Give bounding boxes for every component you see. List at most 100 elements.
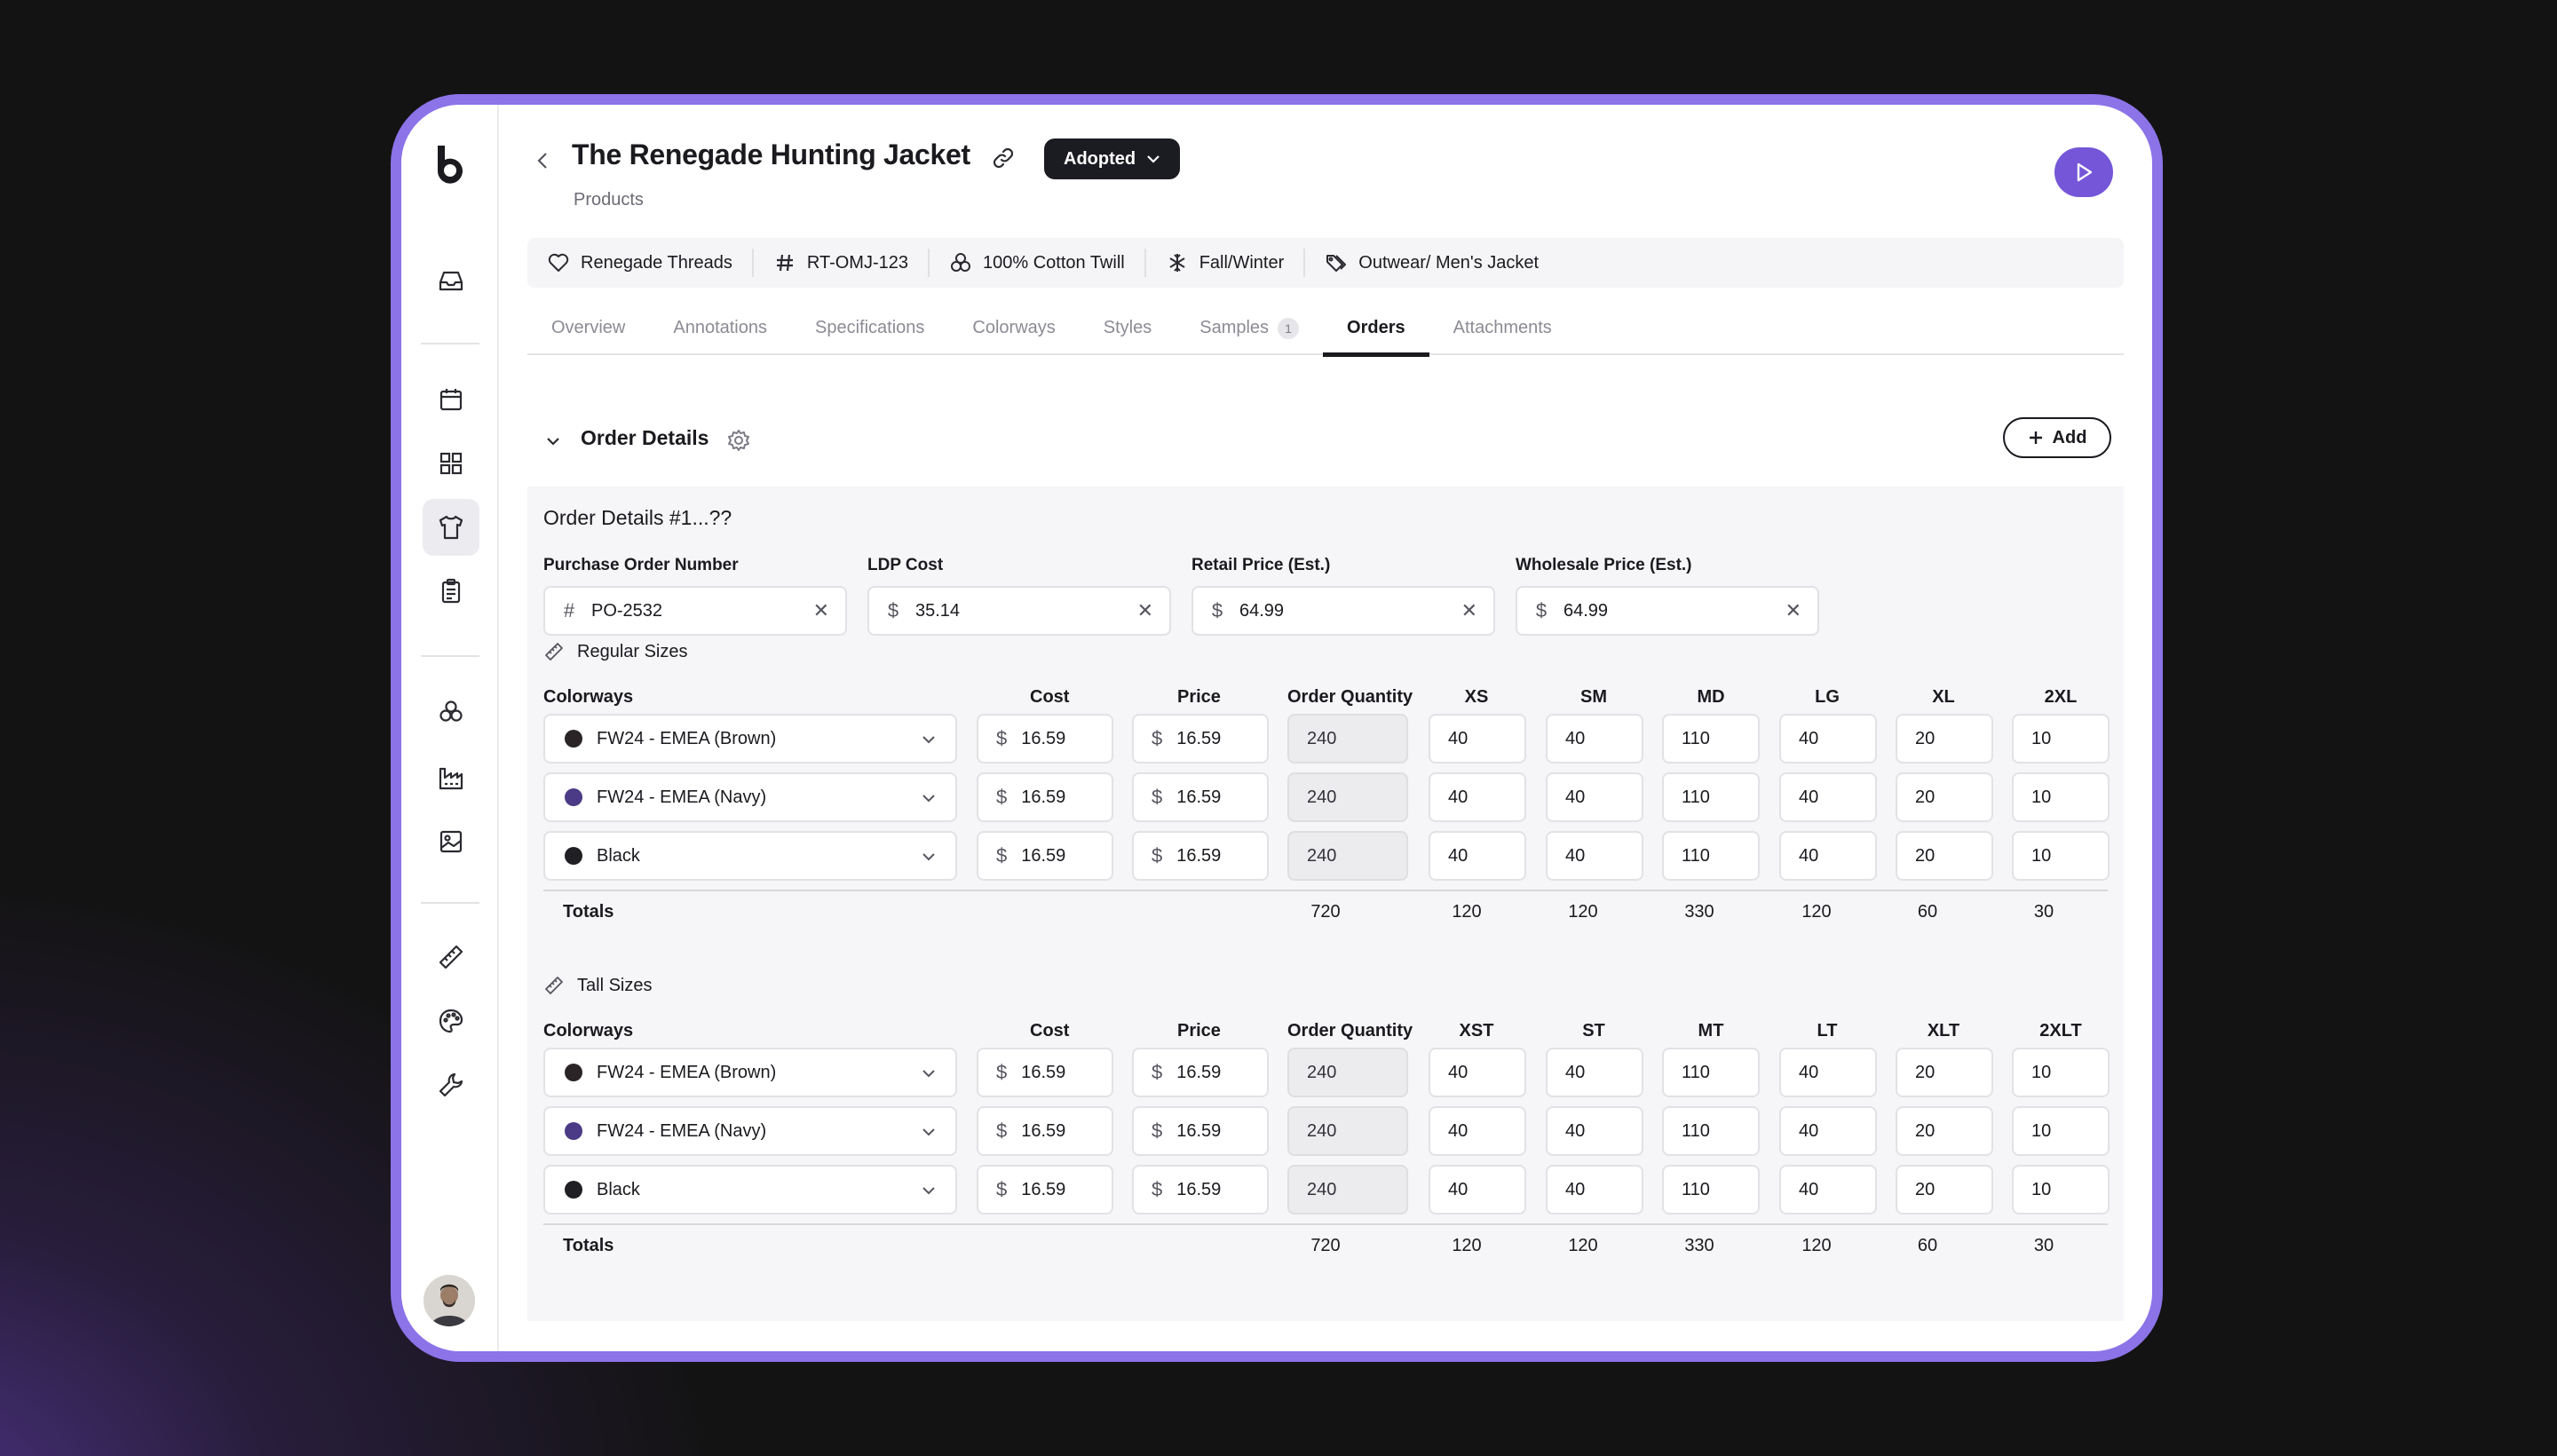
ldp-cost-field[interactable]: $35.14 ✕ <box>867 586 1171 636</box>
size-quantity-input[interactable]: 40 <box>1429 772 1526 822</box>
clear-icon[interactable]: ✕ <box>1785 599 1801 621</box>
chip-season[interactable]: Fall/Winter <box>1146 249 1306 277</box>
cost-input[interactable]: $16.59 <box>977 714 1113 764</box>
cost-input[interactable]: $16.59 <box>977 1106 1113 1156</box>
collapse-chevron-icon[interactable] <box>543 431 563 451</box>
size-quantity-input[interactable]: 10 <box>2012 1048 2110 1097</box>
size-quantity-input[interactable]: 10 <box>2012 1106 2110 1156</box>
price-input[interactable]: $16.59 <box>1132 1106 1269 1156</box>
sidebar-item-materials[interactable] <box>423 684 479 740</box>
tab-count-badge: 1 <box>1278 318 1300 339</box>
clear-icon[interactable]: ✕ <box>1461 599 1477 621</box>
chip-material[interactable]: 100% Cotton Twill <box>930 249 1146 277</box>
colorway-select[interactable]: Black <box>543 1165 957 1215</box>
size-quantity-input[interactable]: 40 <box>1546 1165 1643 1215</box>
sidebar-item-tasks[interactable] <box>423 563 479 620</box>
colorway-select[interactable]: FW24 - EMEA (Brown) <box>543 1048 957 1097</box>
size-quantity-input[interactable]: 10 <box>2012 831 2110 881</box>
tab-overview[interactable]: Overview <box>551 318 626 337</box>
size-quantity-input[interactable]: 20 <box>1896 714 1993 764</box>
back-button[interactable] <box>536 147 554 174</box>
size-quantity-input[interactable]: 40 <box>1779 831 1877 881</box>
clear-icon[interactable]: ✕ <box>812 599 829 621</box>
size-quantity-input[interactable]: 20 <box>1896 1048 1993 1097</box>
cost-input[interactable]: $16.59 <box>977 1048 1113 1097</box>
tab-specifications[interactable]: Specifications <box>815 318 925 337</box>
price-input[interactable]: $16.59 <box>1132 1048 1269 1097</box>
size-quantity-input[interactable]: 40 <box>1429 1165 1526 1215</box>
field-label: Purchase Order Number <box>543 556 739 574</box>
sidebar-item-dashboard[interactable] <box>423 435 479 492</box>
breadcrumb[interactable]: Products <box>574 190 644 210</box>
play-button[interactable] <box>2054 147 2113 197</box>
clear-icon[interactable]: ✕ <box>1136 599 1153 621</box>
tab-samples[interactable]: Samples 1 <box>1176 318 1323 355</box>
cost-input[interactable]: $16.59 <box>977 1165 1113 1215</box>
size-quantity-input[interactable]: 40 <box>1429 714 1526 764</box>
tab-annotations[interactable]: Annotations <box>673 318 767 337</box>
size-quantity-input[interactable]: 40 <box>1546 714 1643 764</box>
sidebar-item-inbox[interactable] <box>423 252 479 309</box>
chip-sku[interactable]: RT-OMJ-123 <box>754 249 930 277</box>
price-input[interactable]: $16.59 <box>1132 1165 1269 1215</box>
po-number-field[interactable]: # PO-2532 ✕ <box>543 586 847 636</box>
sidebar-item-factories[interactable] <box>423 749 479 806</box>
size-quantity-input[interactable]: 40 <box>1429 1106 1526 1156</box>
colorway-select[interactable]: FW24 - EMEA (Navy) <box>543 772 957 822</box>
size-quantity-input[interactable]: 110 <box>1662 1165 1760 1215</box>
size-quantity-input[interactable]: 110 <box>1662 1048 1760 1097</box>
size-quantity-input[interactable]: 110 <box>1662 714 1760 764</box>
size-quantity-input[interactable]: 20 <box>1896 1165 1993 1215</box>
size-quantity-input[interactable]: 10 <box>2012 1165 2110 1215</box>
chip-category[interactable]: Outwear/ Men's Jacket <box>1305 249 1558 277</box>
colorway-select[interactable]: FW24 - EMEA (Navy) <box>543 1106 957 1156</box>
sidebar-item-palettes[interactable] <box>423 993 479 1049</box>
size-quantity-input[interactable]: 20 <box>1896 1106 1993 1156</box>
price-input[interactable]: $16.59 <box>1132 772 1269 822</box>
size-quantity-input[interactable]: 10 <box>2012 714 2110 764</box>
size-quantity-input[interactable]: 40 <box>1546 772 1643 822</box>
size-quantity-input[interactable]: 10 <box>2012 772 2110 822</box>
size-quantity-input[interactable]: 110 <box>1662 1106 1760 1156</box>
size-quantity-input[interactable]: 110 <box>1662 772 1760 822</box>
tab-styles[interactable]: Styles <box>1103 318 1152 337</box>
avatar[interactable] <box>424 1275 475 1326</box>
sidebar-item-calendar[interactable] <box>423 371 479 428</box>
sidebar-item-products[interactable] <box>423 499 479 556</box>
tab-colorways[interactable]: Colorways <box>972 318 1056 337</box>
price-value: 16.59 <box>1176 787 1222 807</box>
colorway-select[interactable]: FW24 - EMEA (Brown) <box>543 714 957 764</box>
size-quantity-input[interactable]: 40 <box>1779 714 1877 764</box>
add-button[interactable]: Add <box>2003 417 2111 458</box>
size-quantity-input[interactable]: 40 <box>1546 1106 1643 1156</box>
size-quantity-input[interactable]: 40 <box>1429 831 1526 881</box>
colorway-select[interactable]: Black <box>543 831 957 881</box>
chip-brand[interactable]: Renegade Threads <box>547 249 754 277</box>
dollar-icon: $ <box>1152 1178 1163 1200</box>
size-quantity-input[interactable]: 40 <box>1546 1048 1643 1097</box>
retail-price-field[interactable]: $64.99 ✕ <box>1191 586 1495 636</box>
price-input[interactable]: $16.59 <box>1132 714 1269 764</box>
size-quantity-input[interactable]: 20 <box>1896 772 1993 822</box>
status-dropdown[interactable]: Adopted <box>1044 138 1181 179</box>
size-quantity-input[interactable]: 40 <box>1779 1048 1877 1097</box>
size-quantity-input[interactable]: 40 <box>1779 772 1877 822</box>
tab-orders[interactable]: Orders <box>1323 318 1429 357</box>
size-quantity-input[interactable]: 40 <box>1546 831 1643 881</box>
sidebar-item-measurements[interactable] <box>423 929 479 985</box>
sidebar-item-settings[interactable] <box>423 1056 479 1113</box>
tab-attachments[interactable]: Attachments <box>1453 318 1552 337</box>
size-quantity-input[interactable]: 110 <box>1662 831 1760 881</box>
wholesale-price-field[interactable]: $64.99 ✕ <box>1516 586 1819 636</box>
size-quantity-input[interactable]: 40 <box>1779 1165 1877 1215</box>
size-quantity-input[interactable]: 40 <box>1779 1106 1877 1156</box>
sidebar-item-images[interactable] <box>423 813 479 870</box>
image-icon <box>439 830 463 853</box>
cost-input[interactable]: $16.59 <box>977 772 1113 822</box>
price-input[interactable]: $16.59 <box>1132 831 1269 881</box>
gear-icon[interactable] <box>726 428 751 453</box>
cost-input[interactable]: $16.59 <box>977 831 1113 881</box>
link-icon[interactable] <box>989 144 1017 172</box>
size-quantity-input[interactable]: 40 <box>1429 1048 1526 1097</box>
size-quantity-input[interactable]: 20 <box>1896 831 1993 881</box>
